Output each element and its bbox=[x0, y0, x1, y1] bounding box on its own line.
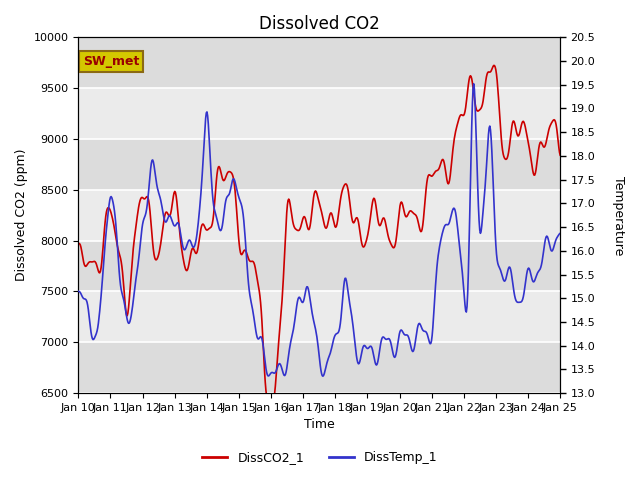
Text: SW_met: SW_met bbox=[83, 55, 140, 68]
Bar bbox=[78, 139, 560, 190]
Y-axis label: Temperature: Temperature bbox=[612, 176, 625, 255]
Bar bbox=[78, 37, 560, 88]
Bar bbox=[78, 240, 560, 291]
Title: Dissolved CO2: Dissolved CO2 bbox=[259, 15, 380, 33]
Legend: DissCO2_1, DissTemp_1: DissCO2_1, DissTemp_1 bbox=[197, 446, 443, 469]
X-axis label: Time: Time bbox=[304, 419, 335, 432]
Bar bbox=[78, 342, 560, 393]
Y-axis label: Dissolved CO2 (ppm): Dissolved CO2 (ppm) bbox=[15, 149, 28, 281]
